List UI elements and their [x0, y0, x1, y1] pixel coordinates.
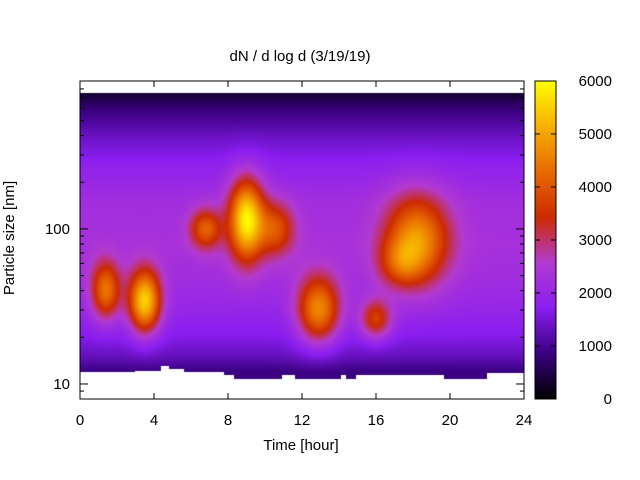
x-tick-label: 20: [442, 412, 459, 429]
x-tick-label: 0: [76, 412, 84, 429]
y-axis-ticks: 10 100: [45, 80, 524, 400]
chart-title: dN / d log d (3/19/19): [230, 48, 371, 65]
x-tick-label: 16: [368, 412, 385, 429]
y-tick-label: 10: [53, 376, 70, 393]
colorbar-ticks: 0 1000 2000 3000 4000 5000 6000: [535, 73, 612, 408]
colorbar-tick-label: 0: [604, 391, 612, 408]
colorbar-tick-label: 6000: [579, 73, 612, 90]
plot-area: [79, 80, 525, 400]
x-axis-ticks: 0 4 8 12 16 20 24: [76, 81, 533, 429]
x-tick-label: 24: [516, 412, 533, 429]
colorbar-tick-label: 1000: [579, 338, 612, 355]
x-tick-label: 8: [224, 412, 232, 429]
x-axis-label: Time [hour]: [263, 437, 338, 454]
x-tick-label: 4: [150, 412, 158, 429]
colorbar-tick-label: 4000: [579, 179, 612, 196]
x-tick-label: 12: [294, 412, 311, 429]
heatmap-image: [80, 81, 524, 399]
colorbar-tick-label: 2000: [579, 285, 612, 302]
y-axis-label: Particle size [nm]: [1, 181, 18, 295]
y-tick-label: 100: [45, 221, 70, 238]
colorbar-tick-label: 3000: [579, 232, 612, 249]
colorbar-gradient: [535, 81, 556, 399]
colorbar-tick-label: 5000: [579, 126, 612, 143]
